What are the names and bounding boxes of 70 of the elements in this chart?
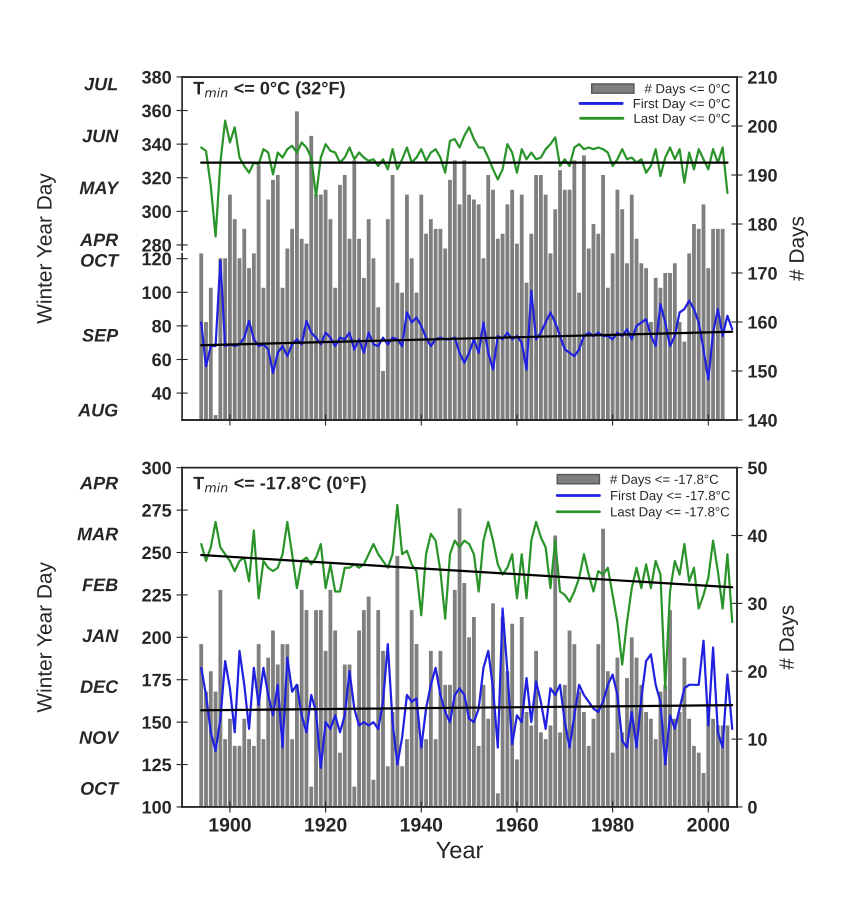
text: APR <box>80 234 118 246</box>
x-tick-label: 1960 <box>496 818 538 832</box>
y-tick-label: 250 <box>142 546 171 560</box>
text: MAY <box>80 182 120 194</box>
y-axis-title: Winter Year Day <box>36 562 56 712</box>
y2-tick-label: 150 <box>748 364 777 378</box>
line-series <box>200 504 734 690</box>
y2-axis-title: # Days <box>789 216 808 281</box>
text: OCT <box>80 782 120 795</box>
y-tick-label: 125 <box>142 758 172 772</box>
y2-tick-label: 20 <box>748 665 767 678</box>
y2-tick-label: 180 <box>748 218 777 231</box>
y2-tick-label: 200 <box>748 120 777 133</box>
y-tick-label: 300 <box>142 205 171 218</box>
y2-tick-label: 40 <box>748 529 767 542</box>
y-tick-label: 380 <box>142 70 171 84</box>
y-axis-title: Winter Year Day <box>36 173 56 324</box>
y-tick-label: 40 <box>152 387 171 400</box>
x-tick-label: 1920 <box>305 818 346 832</box>
text: DEC <box>80 680 118 694</box>
y-tick-label: 320 <box>142 172 171 184</box>
text: MAR <box>77 528 118 540</box>
chart-title: T$_{min}$ <= -17.8°C (0°F) <box>193 476 366 493</box>
line-series <box>200 607 734 770</box>
legend-label: Last Day <= -17.8°C <box>611 507 730 520</box>
legend-label: First Day <= -17.8°C <box>611 490 730 503</box>
line-series <box>200 259 734 381</box>
text: SEP <box>82 328 118 342</box>
y-tick-label: 200 <box>142 631 171 644</box>
y-tick-label: 275 <box>142 504 172 517</box>
y-tick-label: 100 <box>142 800 171 814</box>
legend-label: # Days <= -17.8°C <box>610 474 718 487</box>
text: APR <box>80 476 118 490</box>
text: JAN <box>82 630 119 642</box>
y2-tick-label: 10 <box>748 733 767 746</box>
y-tick-label: 175 <box>142 674 172 686</box>
text: AUG <box>78 404 118 417</box>
text: OCT <box>80 254 120 267</box>
text: JUL <box>84 78 118 90</box>
legend-label: First Day <= 0°C <box>634 98 730 111</box>
y2-tick-label: 160 <box>748 316 777 329</box>
x-axis-title: Year <box>436 842 484 858</box>
y2-tick-label: 50 <box>748 462 767 474</box>
chart-title: T$_{min}$ <= 0°C (32°F) <box>193 81 345 98</box>
y2-tick-label: 190 <box>748 168 777 182</box>
x-tick-label: 2000 <box>687 818 730 832</box>
y-tick-label: 360 <box>142 104 171 118</box>
y-tick-label: 150 <box>142 716 171 729</box>
y2-tick-label: 170 <box>748 266 777 280</box>
y-tick-label: 80 <box>152 320 171 333</box>
y2-tick-label: 140 <box>748 414 777 427</box>
y-tick-label: 300 <box>142 462 171 474</box>
y-tick-label: 120 <box>142 252 171 266</box>
y-tick-label: 280 <box>142 238 171 252</box>
text: JUN <box>82 130 119 142</box>
text: FEB <box>82 578 118 592</box>
x-tick-label: 1980 <box>592 818 634 832</box>
y-tick-label: 340 <box>142 138 171 151</box>
y2-tick-label: 0 <box>748 800 757 814</box>
y2-tick-label: 210 <box>748 70 777 84</box>
text: NOV <box>79 731 120 744</box>
legend-label: Last Day <= 0°C <box>634 114 730 126</box>
x-tick-label: 1900 <box>210 818 251 832</box>
x-tick-label: 1940 <box>400 818 442 832</box>
legend-label: # Days <= 0°C <box>644 84 730 96</box>
y-tick-label: 100 <box>142 286 171 300</box>
y2-tick-label: 30 <box>748 597 767 610</box>
y-tick-label: 60 <box>152 353 171 366</box>
y2-axis-title: # Days <box>779 606 798 670</box>
y-tick-label: 225 <box>142 588 172 602</box>
